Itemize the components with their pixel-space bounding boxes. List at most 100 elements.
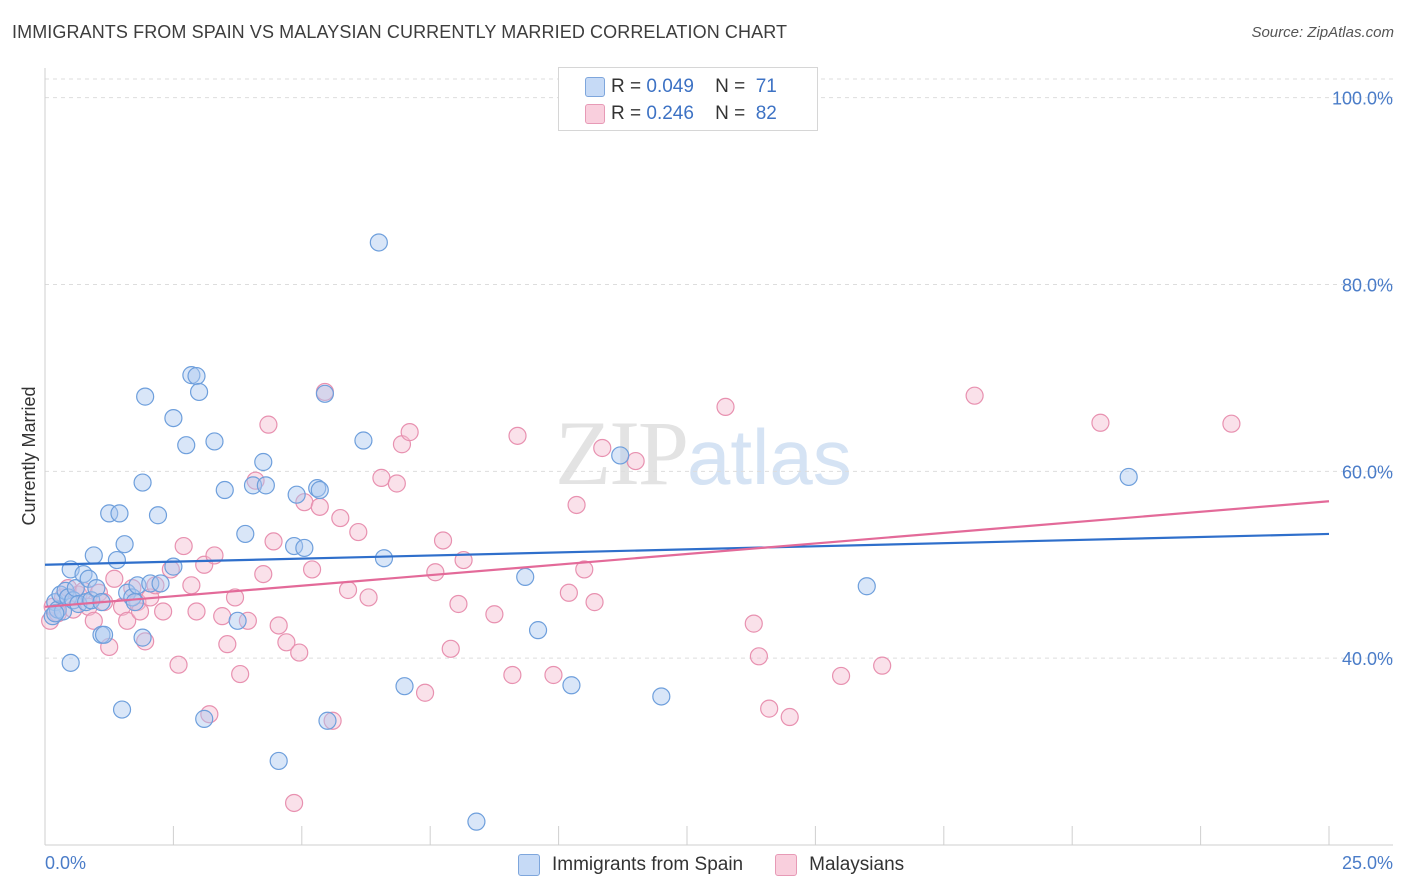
point-spain-23 bbox=[112, 700, 132, 719]
point-spain-32 bbox=[141, 574, 160, 593]
point-malaysians-38 bbox=[259, 415, 278, 434]
point-spain-51 bbox=[287, 485, 306, 504]
point-spain-30 bbox=[133, 473, 152, 492]
point-spain-70 bbox=[46, 604, 65, 623]
point-malaysians-32 bbox=[218, 635, 237, 654]
point-malaysians-26 bbox=[182, 576, 201, 595]
point-spain-16 bbox=[84, 546, 103, 565]
point-spain-44 bbox=[228, 611, 247, 630]
point-malaysians-40 bbox=[269, 616, 288, 635]
point-malaysians-49 bbox=[331, 508, 350, 528]
point-malaysians-59 bbox=[433, 531, 453, 550]
tick-labels: 40.0% 60.0% 80.0% 100.0% 0.0% 25.0% bbox=[45, 89, 1393, 873]
point-spain-52 bbox=[295, 538, 314, 558]
point-spain-49 bbox=[269, 751, 288, 771]
point-spain-19 bbox=[94, 625, 114, 644]
point-malaysians-43 bbox=[290, 643, 309, 662]
point-spain-53 bbox=[308, 479, 327, 498]
point-malaysians-35 bbox=[238, 611, 257, 630]
trend-line-malaysians bbox=[44, 500, 1330, 608]
point-malaysians-69 bbox=[575, 560, 594, 579]
legend-swatch-spain bbox=[585, 77, 605, 97]
legend-r-label-spain: R = bbox=[611, 76, 642, 97]
x-tick-label-max: 25.0% bbox=[1342, 853, 1393, 873]
point-malaysians-79 bbox=[873, 656, 892, 675]
point-malaysians-60 bbox=[441, 639, 460, 658]
x-tick-label-min: 0.0% bbox=[45, 853, 86, 873]
point-malaysians-18 bbox=[130, 602, 150, 621]
point-malaysians-58 bbox=[426, 563, 445, 582]
legend-swatch-malaysians bbox=[585, 104, 605, 124]
watermark-zip: ZIP bbox=[555, 402, 689, 504]
point-malaysians-15 bbox=[118, 611, 137, 630]
source-credit: Source: ZipAtlas.com bbox=[1251, 24, 1394, 41]
point-spain-36 bbox=[164, 408, 183, 428]
point-spain-41 bbox=[195, 709, 214, 728]
point-malaysians-72 bbox=[626, 451, 645, 471]
point-spain-60 bbox=[395, 677, 414, 696]
malaysians-points bbox=[41, 382, 1241, 813]
point-malaysians-46 bbox=[310, 497, 329, 516]
point-malaysians-50 bbox=[338, 580, 358, 600]
y-tick-label-60: 60.0% bbox=[1342, 462, 1393, 482]
point-spain-67 bbox=[857, 577, 876, 596]
point-spain-56 bbox=[318, 711, 337, 730]
legend-n-label-malaysians: N = bbox=[715, 103, 746, 124]
point-malaysians-68 bbox=[567, 495, 586, 515]
point-malaysians-82 bbox=[1222, 414, 1241, 433]
point-spain-63 bbox=[528, 621, 548, 640]
legend-n-label-spain: N = bbox=[715, 76, 746, 97]
point-malaysians-75 bbox=[749, 647, 769, 666]
point-spain-42 bbox=[205, 432, 224, 451]
watermark: ZIPatlas bbox=[555, 400, 852, 506]
point-spain-54 bbox=[310, 480, 329, 500]
point-malaysians-77 bbox=[780, 707, 799, 727]
y-tick-label-100: 100.0% bbox=[1332, 89, 1393, 109]
point-spain-37 bbox=[177, 436, 196, 455]
point-spain-45 bbox=[236, 524, 255, 544]
point-spain-14 bbox=[79, 569, 98, 588]
point-spain-48 bbox=[256, 476, 275, 495]
chart-title: IMMIGRANTS FROM SPAIN VS MALAYSIAN CURRE… bbox=[12, 22, 788, 42]
point-malaysians-78 bbox=[831, 666, 851, 686]
series-legend-spain: Immigrants from Spain bbox=[518, 854, 743, 876]
spain-points bbox=[43, 233, 1138, 831]
point-malaysians-27 bbox=[187, 602, 206, 621]
correlation-legend: R = 0.049 N = 71 R = 0.246 N = 82 bbox=[558, 67, 818, 131]
point-spain-47 bbox=[254, 452, 273, 472]
point-spain-20 bbox=[100, 504, 119, 523]
point-spain-21 bbox=[107, 550, 127, 570]
point-spain-8 bbox=[61, 653, 80, 672]
point-spain-59 bbox=[374, 549, 394, 568]
series-label-malaysians: Malaysians bbox=[809, 854, 905, 875]
point-malaysians-73 bbox=[716, 397, 735, 416]
point-malaysians-76 bbox=[760, 699, 779, 718]
point-malaysians-70 bbox=[585, 593, 604, 612]
point-spain-34 bbox=[151, 574, 170, 593]
point-spain-39 bbox=[187, 366, 206, 386]
series-legend-malaysians: Malaysians bbox=[775, 854, 904, 876]
point-spain-61 bbox=[467, 812, 486, 831]
y-tick-label-40: 40.0% bbox=[1342, 649, 1393, 669]
point-spain-17 bbox=[87, 579, 106, 598]
point-spain-58 bbox=[369, 233, 388, 252]
point-malaysians-42 bbox=[284, 793, 304, 813]
point-malaysians-61 bbox=[449, 594, 468, 614]
point-malaysians-80 bbox=[965, 386, 984, 405]
point-spain-46 bbox=[243, 476, 263, 495]
y-tick-label-80: 80.0% bbox=[1342, 276, 1393, 296]
series-legend: Immigrants from Spain Malaysians bbox=[518, 852, 936, 878]
point-malaysians-52 bbox=[359, 588, 378, 607]
point-spain-43 bbox=[215, 480, 234, 500]
legend-row-spain: R = 0.049 N = 71 bbox=[585, 75, 777, 99]
point-malaysians-24 bbox=[169, 655, 188, 674]
point-spain-57 bbox=[354, 431, 373, 450]
point-malaysians-22 bbox=[154, 602, 173, 621]
point-spain-66 bbox=[652, 687, 671, 706]
point-spain-31 bbox=[136, 387, 155, 406]
point-malaysians-25 bbox=[174, 536, 193, 556]
legend-r-label-malaysians: R = bbox=[611, 103, 642, 124]
point-malaysians-51 bbox=[349, 522, 368, 542]
point-malaysians-48 bbox=[323, 711, 342, 730]
point-spain-33 bbox=[148, 506, 168, 525]
